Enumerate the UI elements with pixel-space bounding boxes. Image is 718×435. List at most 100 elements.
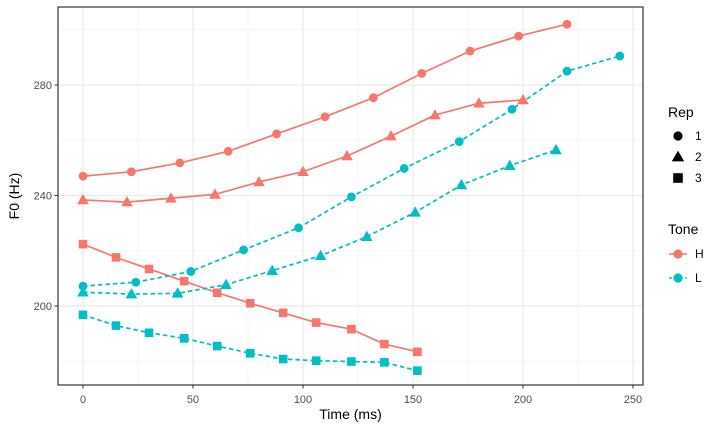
data-point-circle	[239, 245, 249, 255]
series-points-L-2	[77, 143, 562, 299]
data-point-circle	[320, 112, 330, 122]
data-point-circle	[78, 281, 88, 291]
data-point-circle	[175, 158, 185, 168]
data-point-square	[111, 321, 121, 330]
x-axis-title: Time (ms)	[319, 406, 382, 422]
legend-key-glyph	[673, 172, 683, 183]
y-tick-label: 200	[34, 301, 52, 313]
data-point-square	[278, 354, 288, 364]
series-points-L-1	[78, 51, 625, 291]
data-point-square	[311, 356, 321, 365]
data-point-circle	[465, 46, 475, 56]
data-point-circle	[454, 137, 464, 147]
legend-key-glyph	[673, 130, 683, 141]
data-point-triangle	[209, 188, 221, 199]
circle-icon	[673, 273, 683, 283]
data-point-triangle	[341, 149, 353, 161]
data-point-square	[78, 310, 88, 320]
legend-entry-1: 1	[668, 125, 704, 146]
data-point-triangle	[385, 130, 397, 141]
data-point-square	[380, 339, 389, 349]
data-point-triangle	[220, 278, 232, 290]
data-point-circle	[562, 19, 572, 29]
x-tick-label: 0	[80, 394, 86, 406]
x-tick-label: 250	[624, 394, 642, 406]
data-point-triangle	[121, 196, 133, 207]
data-point-circle	[399, 164, 409, 173]
legend: Rep 1 2 3 Tone H L	[668, 101, 704, 290]
triangle-icon	[671, 150, 685, 161]
data-point-triangle	[504, 159, 516, 170]
circle-key-icon	[668, 127, 688, 145]
data-point-triangle	[253, 175, 265, 187]
data-point-square	[144, 328, 154, 338]
x-tick-label: 100	[294, 394, 312, 406]
data-point-square	[245, 348, 255, 358]
data-point-triangle	[455, 179, 468, 190]
circle-icon	[673, 130, 683, 141]
data-point-circle	[131, 277, 141, 287]
data-point-triangle	[77, 286, 89, 297]
data-point-circle	[369, 93, 378, 103]
data-point-circle	[272, 129, 281, 139]
y-axis-title: F0 (Hz)	[6, 172, 22, 220]
series-points-H-2	[77, 93, 529, 207]
square-key-icon	[668, 169, 688, 187]
data-point-square	[179, 334, 189, 343]
data-point-square	[212, 341, 222, 351]
series-points-H-1	[78, 19, 572, 181]
data-point-circle	[126, 167, 136, 177]
data-point-circle	[347, 192, 356, 202]
data-point-square	[212, 288, 222, 298]
x-tick-label: 150	[404, 394, 422, 406]
data-point-triangle	[517, 93, 529, 105]
data-point-triangle	[473, 97, 485, 108]
legend-group-rep: Rep 1 2 3	[668, 101, 704, 188]
data-point-triangle	[77, 193, 89, 205]
data-point-circle	[514, 31, 523, 41]
legend-title-rep: Rep	[668, 104, 694, 120]
data-point-square	[78, 239, 88, 249]
data-point-square	[311, 318, 321, 327]
legend-key-glyph	[669, 249, 687, 259]
circle-icon	[673, 249, 683, 259]
data-point-triangle	[429, 109, 441, 120]
data-point-square	[347, 324, 356, 334]
data-point-triangle	[361, 230, 373, 241]
legend-entry-2: 2	[668, 146, 704, 167]
data-point-square	[413, 347, 422, 357]
legend-entry-label: L	[695, 271, 702, 285]
data-point-square	[278, 308, 288, 318]
legend-entry-label: 2	[695, 149, 702, 164]
data-point-circle	[294, 223, 303, 233]
circle-key-icon	[668, 245, 688, 263]
data-point-triangle	[550, 143, 562, 155]
data-point-square	[347, 357, 356, 366]
data-point-circle	[562, 66, 572, 76]
data-point-square	[144, 264, 154, 274]
data-point-square	[111, 253, 121, 262]
data-point-triangle	[314, 249, 327, 261]
data-point-square	[380, 358, 389, 367]
data-point-circle	[507, 104, 517, 114]
legend-entry-3: 3	[668, 167, 704, 188]
series-points-H-3	[78, 239, 422, 357]
data-point-triangle	[409, 206, 421, 217]
legend-group-tone: Tone H L	[668, 218, 704, 290]
data-point-square	[245, 298, 255, 308]
y-tick-label: 240	[34, 191, 52, 203]
series-points-L-3	[78, 310, 422, 375]
legend-entry-label: 3	[695, 170, 702, 185]
data-point-circle	[78, 171, 88, 181]
legend-key-glyph	[671, 150, 685, 161]
triangle-key-icon	[668, 148, 688, 166]
data-point-circle	[417, 68, 427, 78]
data-point-triangle	[266, 264, 278, 275]
x-tick-label: 50	[187, 394, 199, 406]
legend-entry-label: 1	[695, 128, 702, 143]
legend-entry-l: L	[668, 266, 704, 290]
data-point-circle	[223, 146, 233, 156]
data-point-triangle	[165, 192, 177, 203]
